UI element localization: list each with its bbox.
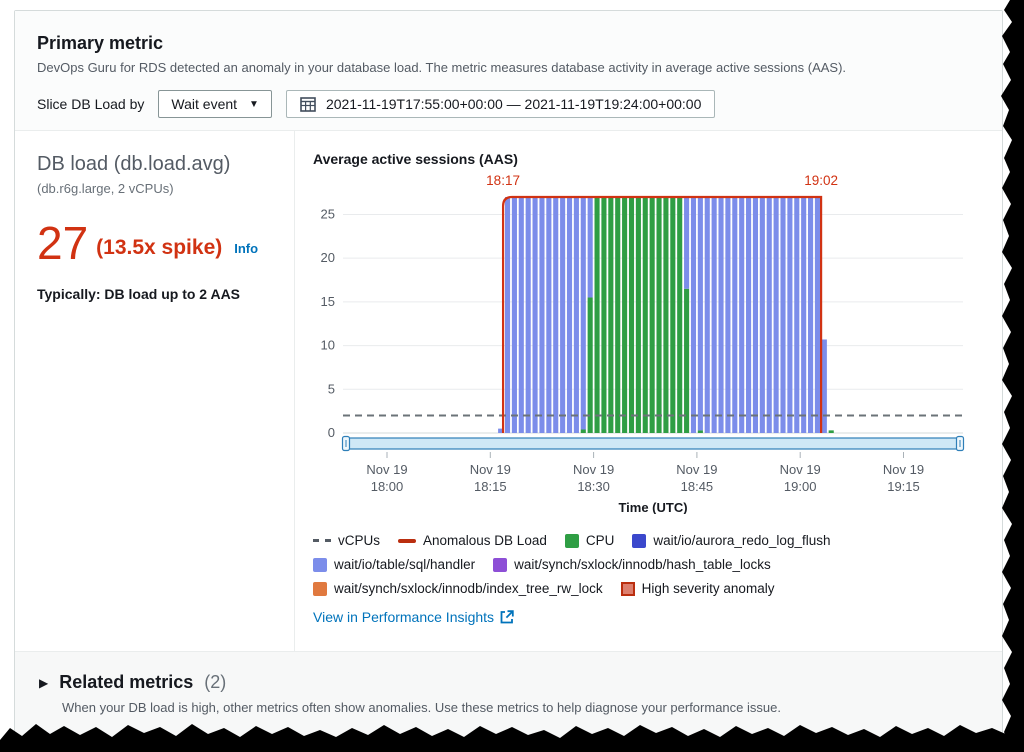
related-metrics-section: ▶ Related metrics (2) When your DB load … <box>15 652 1002 752</box>
svg-text:18:45: 18:45 <box>681 479 714 494</box>
link-label: View in Performance Insights <box>313 609 495 625</box>
legend-label: wait/synch/sxlock/innodb/index_tree_rw_l… <box>334 581 603 596</box>
legend-label: High severity anomaly <box>641 581 775 596</box>
db-load-summary-panel: DB load (db.load.avg) (db.r6g.large, 2 v… <box>15 131 294 651</box>
card-header: Primary metric DevOps Guru for RDS detec… <box>15 11 1002 130</box>
expand-triangle-icon: ▶ <box>39 675 49 690</box>
info-link[interactable]: Info <box>234 240 259 256</box>
svg-text:Nov 19: Nov 19 <box>573 462 614 477</box>
bars-group <box>498 197 834 433</box>
svg-text:0: 0 <box>328 425 335 440</box>
controls-row: Slice DB Load by Wait event ▼ 2021-11-19… <box>37 90 980 118</box>
svg-text:Nov 19: Nov 19 <box>676 462 717 477</box>
db-load-value: 27 <box>37 217 89 269</box>
chevron-down-icon: ▼ <box>249 98 259 110</box>
svg-text:5: 5 <box>328 381 335 396</box>
cpu-swatch-icon <box>564 533 579 548</box>
legend-label: CPU <box>585 533 615 548</box>
svg-text:18:00: 18:00 <box>371 479 404 494</box>
slice-db-load-label: Slice DB Load by <box>37 96 145 112</box>
legend-item-vcpus: vCPUs <box>313 533 380 548</box>
legend-item-index-tree-rw-lock: wait/synch/sxlock/innodb/index_tree_rw_l… <box>313 581 603 596</box>
legend-item-high-severity-anomaly: High severity anomaly <box>620 581 775 596</box>
page-title: Primary metric <box>37 33 164 53</box>
svg-text:15: 15 <box>321 294 335 309</box>
view-performance-insights-link[interactable]: View in Performance Insights <box>313 609 988 625</box>
db-instance-subtitle: (db.r6g.large, 2 vCPUs) <box>37 181 174 196</box>
slice-by-select[interactable]: Wait event ▼ <box>158 90 272 118</box>
legend-item-sql-handler: wait/io/table/sql/handler <box>313 557 475 572</box>
svg-text:19:15: 19:15 <box>887 479 920 494</box>
legend-item-hash-table-locks: wait/synch/sxlock/innodb/hash_table_lock… <box>493 557 771 572</box>
date-range-picker[interactable]: 2021-11-19T17:55:00+00:00 — 2021-11-19T1… <box>285 90 716 118</box>
chart-legend: vCPUs Anomalous DB Load CPU wait/io/auro… <box>313 533 953 596</box>
legend-item-anomalous-db-load: Anomalous DB Load <box>398 533 547 548</box>
related-metrics-toggle[interactable]: ▶ Related metrics (2) <box>39 672 978 693</box>
svg-text:Nov 19: Nov 19 <box>470 462 511 477</box>
svg-text:10: 10 <box>321 338 335 353</box>
db-load-chart[interactable]: 0 5 10 15 20 25 18:17 19:02 Nov 19 18:00 Nov 19 18:… <box>313 167 985 515</box>
spike-multiplier: (13.5x spike) <box>96 236 223 259</box>
svg-text:Nov 19: Nov 19 <box>883 462 924 477</box>
svg-text:19:02: 19:02 <box>804 173 838 188</box>
legend-item-cpu: CPU <box>564 533 615 548</box>
legend-item-aurora-redo-log-flush: wait/io/aurora_redo_log_flush <box>632 533 830 548</box>
svg-text:20: 20 <box>321 250 335 265</box>
hash-table-locks-swatch-icon <box>493 557 508 572</box>
sql-handler-swatch-icon <box>313 557 327 572</box>
related-metrics-title: Related metrics <box>59 672 194 692</box>
legend-label: wait/io/table/sql/handler <box>334 557 476 572</box>
legend-label: vCPUs <box>338 533 381 548</box>
related-metrics-count: (2) <box>204 672 227 692</box>
legend-label: Anomalous DB Load <box>423 533 547 548</box>
anomalous-line-swatch-icon <box>398 538 417 543</box>
chart-panel: Average active sessions (AAS) 0 5 10 15 20 25… <box>294 131 1002 651</box>
high-severity-swatch-icon <box>620 581 635 596</box>
index-tree-rw-lock-swatch-icon <box>313 581 327 596</box>
svg-text:18:15: 18:15 <box>474 479 507 494</box>
anomaly-outline <box>501 195 823 433</box>
svg-text:18:30: 18:30 <box>577 479 610 494</box>
db-load-title: DB load (db.load.avg) <box>37 153 231 175</box>
related-metrics-description: When your DB load is high, other metrics… <box>62 700 781 715</box>
svg-text:Time (UTC): Time (UTC) <box>618 500 687 514</box>
svg-text:Nov 19: Nov 19 <box>780 462 821 477</box>
header-divider <box>15 130 1002 131</box>
legend-label: wait/synch/sxlock/innodb/hash_table_lock… <box>514 557 771 572</box>
date-range-value: 2021-11-19T17:55:00+00:00 — 2021-11-19T1… <box>325 96 702 112</box>
section-divider <box>15 651 1002 652</box>
legend-label: wait/io/aurora_redo_log_flush <box>653 533 831 548</box>
svg-text:19:00: 19:00 <box>784 479 817 494</box>
time-range-slider-track[interactable] <box>342 437 964 450</box>
svg-text:25: 25 <box>321 206 335 221</box>
vcpus-dashed-swatch-icon <box>313 539 331 542</box>
page-description: DevOps Guru for RDS detected an anomaly … <box>37 60 847 75</box>
typical-load-text: Typically: DB load up to 2 AAS <box>37 286 241 302</box>
primary-metric-card: Primary metric DevOps Guru for RDS detec… <box>14 10 1003 752</box>
slice-by-value: Wait event <box>171 96 238 112</box>
db-load-value-row: 27 (13.5x spike) Info <box>37 220 278 266</box>
chart-title: Average active sessions (AAS) <box>313 151 518 167</box>
main-section: DB load (db.load.avg) (db.r6g.large, 2 v… <box>15 131 1002 651</box>
external-link-icon <box>500 610 514 624</box>
svg-text:18:17: 18:17 <box>486 173 520 188</box>
calendar-icon <box>300 97 316 112</box>
redo-log-swatch-icon <box>632 533 647 548</box>
svg-text:Nov 19: Nov 19 <box>366 462 407 477</box>
